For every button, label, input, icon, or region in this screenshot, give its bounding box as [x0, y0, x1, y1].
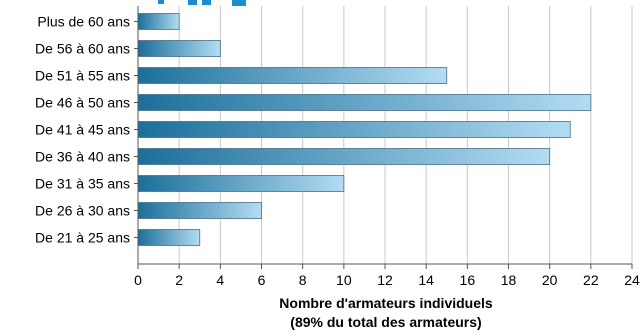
category-label: De 41 à 45 ans [35, 122, 130, 138]
x-tick-label: 4 [216, 272, 224, 288]
bars [137, 13, 592, 246]
cropped-title-fragment [158, 0, 246, 6]
x-tick-label: 14 [418, 272, 434, 288]
category-label: Plus de 60 ans [37, 14, 130, 30]
category-label: De 31 à 35 ans [35, 176, 130, 192]
bar [137, 13, 180, 30]
bar [137, 67, 448, 84]
x-axis-title-line2: (89% du total des armateurs) [290, 314, 481, 330]
category-label: De 26 à 30 ans [35, 203, 130, 219]
x-tick-label: 22 [583, 272, 599, 288]
x-tick-label: 16 [460, 272, 476, 288]
x-tick-label: 0 [134, 272, 142, 288]
x-tick-label: 6 [258, 272, 266, 288]
bar [137, 202, 262, 219]
x-tick-label: 2 [175, 272, 183, 288]
x-tick-labels: 0 2 4 6 8 10 12 14 16 18 20 22 24 [134, 272, 640, 288]
category-label: De 21 à 25 ans [35, 230, 130, 246]
bar [137, 40, 221, 57]
axes [134, 6, 633, 269]
category-label: De 46 à 50 ans [35, 95, 130, 111]
bar [137, 175, 345, 192]
bar [137, 121, 571, 138]
category-label: De 51 à 55 ans [35, 68, 130, 84]
x-axis-title-line1: Nombre d'armateurs individuels [279, 295, 493, 311]
category-label: De 56 à 60 ans [35, 41, 130, 57]
x-tick-label: 18 [501, 272, 517, 288]
category-labels: Plus de 60 ans De 56 à 60 ans De 51 à 55 a… [35, 14, 130, 246]
bar [137, 94, 592, 111]
bar [137, 148, 551, 165]
x-tick-label: 24 [624, 272, 640, 288]
x-tick-label: 8 [299, 272, 307, 288]
category-label: De 36 à 40 ans [35, 149, 130, 165]
x-tick-label: 12 [377, 272, 393, 288]
x-tick-label: 10 [336, 272, 352, 288]
bar [137, 229, 201, 246]
x-tick-label: 20 [542, 272, 558, 288]
